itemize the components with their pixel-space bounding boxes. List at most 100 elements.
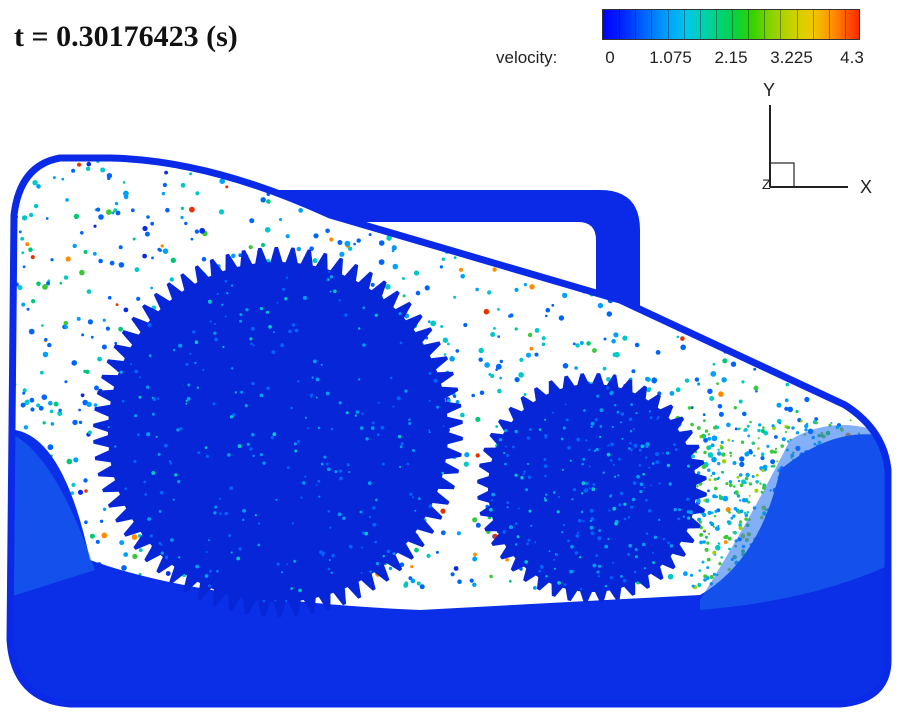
particle bbox=[298, 208, 304, 213]
particle bbox=[718, 411, 724, 417]
particle bbox=[130, 363, 133, 366]
particle bbox=[597, 536, 602, 541]
particle bbox=[408, 224, 413, 229]
particle bbox=[281, 571, 284, 574]
particle bbox=[738, 323, 744, 330]
particle bbox=[662, 537, 666, 541]
particle bbox=[760, 304, 766, 310]
oil-pool-turbulence-right bbox=[700, 425, 888, 610]
particle bbox=[360, 572, 363, 574]
particle bbox=[780, 329, 785, 333]
particle bbox=[30, 407, 35, 412]
particle bbox=[18, 230, 22, 234]
particle bbox=[769, 449, 775, 454]
particle bbox=[609, 495, 612, 498]
colorbar-tick-line bbox=[764, 10, 766, 39]
particle bbox=[565, 164, 571, 170]
colorbar-tick-line bbox=[699, 10, 701, 39]
particle bbox=[157, 452, 161, 456]
particle bbox=[252, 454, 255, 457]
particle bbox=[668, 203, 673, 208]
particle bbox=[711, 435, 718, 442]
particle bbox=[631, 369, 636, 374]
particle bbox=[270, 436, 274, 440]
particle bbox=[734, 427, 738, 431]
particle bbox=[704, 498, 710, 503]
particle bbox=[475, 287, 479, 292]
particle bbox=[612, 352, 618, 358]
particle bbox=[119, 540, 125, 546]
particle bbox=[633, 570, 637, 574]
particle bbox=[785, 283, 792, 289]
particle bbox=[371, 426, 375, 430]
particle bbox=[195, 191, 200, 196]
particle bbox=[658, 518, 661, 522]
particle bbox=[361, 546, 363, 549]
particle bbox=[57, 411, 63, 416]
particle bbox=[224, 279, 228, 283]
particle bbox=[273, 331, 275, 334]
particle bbox=[170, 257, 176, 263]
particle bbox=[161, 191, 166, 196]
particle bbox=[124, 487, 128, 491]
particle bbox=[529, 428, 532, 431]
particle bbox=[759, 239, 765, 245]
particle bbox=[276, 301, 279, 304]
particle bbox=[712, 327, 718, 333]
particle bbox=[682, 193, 687, 198]
particle bbox=[90, 335, 94, 339]
particle bbox=[527, 332, 533, 338]
particle bbox=[275, 498, 278, 501]
particle bbox=[592, 483, 596, 486]
particle bbox=[766, 219, 772, 225]
particle bbox=[727, 536, 732, 541]
particle bbox=[509, 253, 515, 259]
particle bbox=[307, 427, 310, 430]
particle bbox=[123, 194, 129, 200]
particle bbox=[580, 510, 584, 514]
particle bbox=[541, 336, 546, 341]
particle bbox=[740, 440, 745, 444]
particle bbox=[240, 170, 245, 175]
axis-label-z: Z bbox=[762, 176, 771, 192]
particle bbox=[36, 403, 41, 408]
particle bbox=[115, 303, 119, 306]
particle bbox=[24, 399, 30, 405]
particle bbox=[857, 223, 862, 229]
particle bbox=[100, 167, 106, 173]
particle bbox=[726, 422, 731, 428]
particle bbox=[279, 218, 282, 221]
particle bbox=[160, 543, 163, 546]
particle bbox=[791, 236, 796, 241]
particle bbox=[699, 525, 703, 530]
particle bbox=[95, 539, 100, 544]
axis-label-x: X bbox=[860, 177, 873, 197]
particle bbox=[414, 547, 419, 553]
particle bbox=[453, 566, 459, 571]
particle bbox=[329, 290, 332, 293]
particle bbox=[197, 451, 201, 455]
particle bbox=[631, 163, 636, 168]
particle bbox=[705, 576, 710, 580]
particle bbox=[762, 426, 765, 429]
particle bbox=[717, 237, 724, 243]
particle bbox=[174, 473, 178, 477]
particle bbox=[721, 452, 726, 457]
particle bbox=[627, 552, 631, 556]
particle bbox=[640, 444, 645, 449]
particle bbox=[399, 465, 402, 468]
particle bbox=[634, 555, 639, 559]
particle bbox=[708, 478, 712, 482]
particle bbox=[132, 237, 136, 241]
particle bbox=[525, 233, 531, 239]
particle bbox=[643, 444, 647, 448]
particle bbox=[795, 245, 802, 251]
particle bbox=[709, 575, 714, 579]
particle bbox=[523, 283, 528, 287]
particle bbox=[157, 247, 161, 252]
particle bbox=[609, 459, 613, 462]
particle bbox=[297, 380, 300, 383]
colorbar-tick-label: 1.075 bbox=[649, 48, 692, 67]
colorbar-tick-label: 2.15 bbox=[714, 48, 748, 67]
